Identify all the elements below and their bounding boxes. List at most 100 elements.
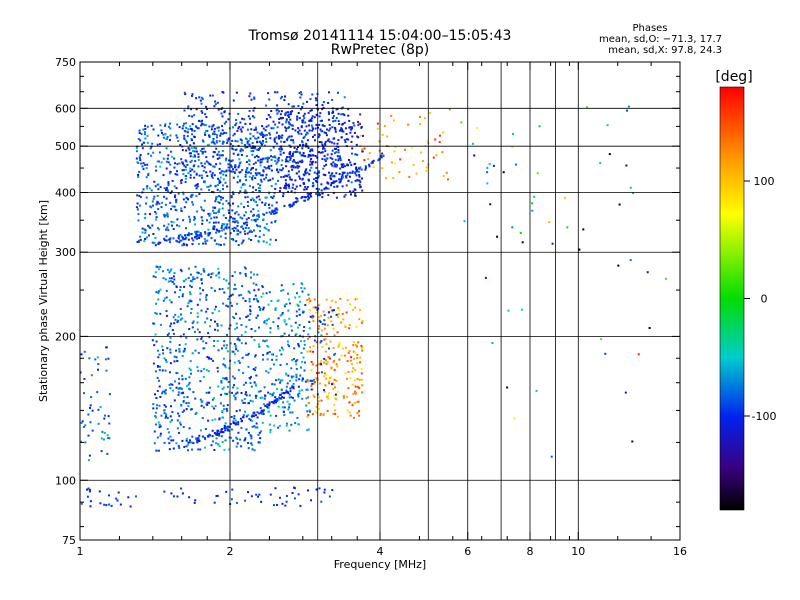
data-point <box>301 378 304 381</box>
data-point <box>318 363 321 366</box>
data-point <box>330 153 333 156</box>
data-point <box>285 424 288 427</box>
data-point <box>200 216 203 219</box>
data-point <box>168 238 171 241</box>
data-point <box>270 169 273 172</box>
data-point <box>325 332 328 335</box>
data-point <box>200 162 203 165</box>
data-point <box>536 172 539 175</box>
data-point <box>238 192 241 195</box>
data-point <box>199 380 202 383</box>
data-point <box>153 344 156 347</box>
data-point <box>222 178 225 181</box>
data-point <box>151 142 154 145</box>
data-point <box>235 91 238 94</box>
data-point <box>268 401 271 404</box>
data-point <box>302 152 305 154</box>
data-point <box>315 166 318 169</box>
data-point <box>156 201 159 204</box>
data-point <box>357 400 360 403</box>
data-point <box>347 387 350 390</box>
data-point <box>191 326 194 329</box>
data-point <box>349 171 352 174</box>
data-point <box>202 269 205 272</box>
data-point <box>175 442 178 445</box>
data-point <box>202 242 205 245</box>
data-point <box>310 369 313 372</box>
data-point <box>228 282 230 285</box>
data-point <box>204 150 207 153</box>
data-point <box>225 132 228 134</box>
data-point <box>239 149 242 152</box>
data-point <box>244 221 247 224</box>
data-point <box>259 132 262 135</box>
data-point <box>308 193 310 195</box>
data-point <box>307 293 310 296</box>
data-point <box>331 309 334 312</box>
data-point <box>268 167 271 170</box>
data-point <box>205 129 207 132</box>
data-point <box>89 404 92 407</box>
data-point <box>228 226 230 229</box>
data-point <box>249 313 252 316</box>
data-point <box>533 195 536 198</box>
data-point <box>247 314 250 317</box>
data-point <box>221 149 224 152</box>
data-point <box>256 204 259 207</box>
data-point <box>213 308 216 311</box>
data-point <box>551 242 554 245</box>
data-point <box>193 146 196 149</box>
data-point <box>297 344 300 347</box>
data-point <box>164 405 167 408</box>
data-point <box>233 170 236 173</box>
data-point <box>167 125 170 128</box>
data-point <box>300 93 303 96</box>
data-point <box>219 402 222 405</box>
data-point <box>170 150 172 153</box>
data-point <box>255 196 258 199</box>
data-point <box>291 105 294 108</box>
data-point <box>337 120 340 123</box>
data-point <box>176 224 179 227</box>
data-point <box>87 434 90 437</box>
data-point <box>232 193 235 195</box>
data-point <box>201 435 204 438</box>
data-point <box>262 136 264 138</box>
data-point <box>297 127 300 130</box>
data-point <box>200 401 203 404</box>
data-point <box>242 227 245 230</box>
data-point <box>249 382 252 384</box>
data-point <box>293 347 296 350</box>
data-point <box>286 184 288 187</box>
data-point <box>181 295 184 298</box>
data-point <box>215 231 218 234</box>
data-point <box>135 495 137 498</box>
data-point <box>194 223 197 226</box>
data-point <box>326 324 329 327</box>
data-point <box>617 264 620 267</box>
data-point <box>210 237 213 240</box>
data-point <box>86 488 88 491</box>
data-point <box>168 271 171 274</box>
data-point <box>164 124 167 127</box>
data-point <box>182 401 185 404</box>
data-point <box>253 96 256 99</box>
data-point <box>182 162 184 165</box>
data-point <box>181 145 184 148</box>
data-point <box>208 336 211 339</box>
data-point <box>288 406 291 409</box>
data-point <box>429 112 432 114</box>
data-point <box>83 350 86 353</box>
data-point <box>337 159 340 162</box>
data-point <box>178 348 181 351</box>
data-point <box>330 320 333 323</box>
data-point <box>300 126 303 129</box>
data-point <box>293 486 295 489</box>
data-point <box>277 171 280 174</box>
data-point <box>170 220 173 223</box>
data-point <box>355 345 358 348</box>
data-point <box>258 187 261 190</box>
data-point <box>146 236 149 239</box>
data-point <box>230 416 233 418</box>
data-point <box>278 110 281 113</box>
